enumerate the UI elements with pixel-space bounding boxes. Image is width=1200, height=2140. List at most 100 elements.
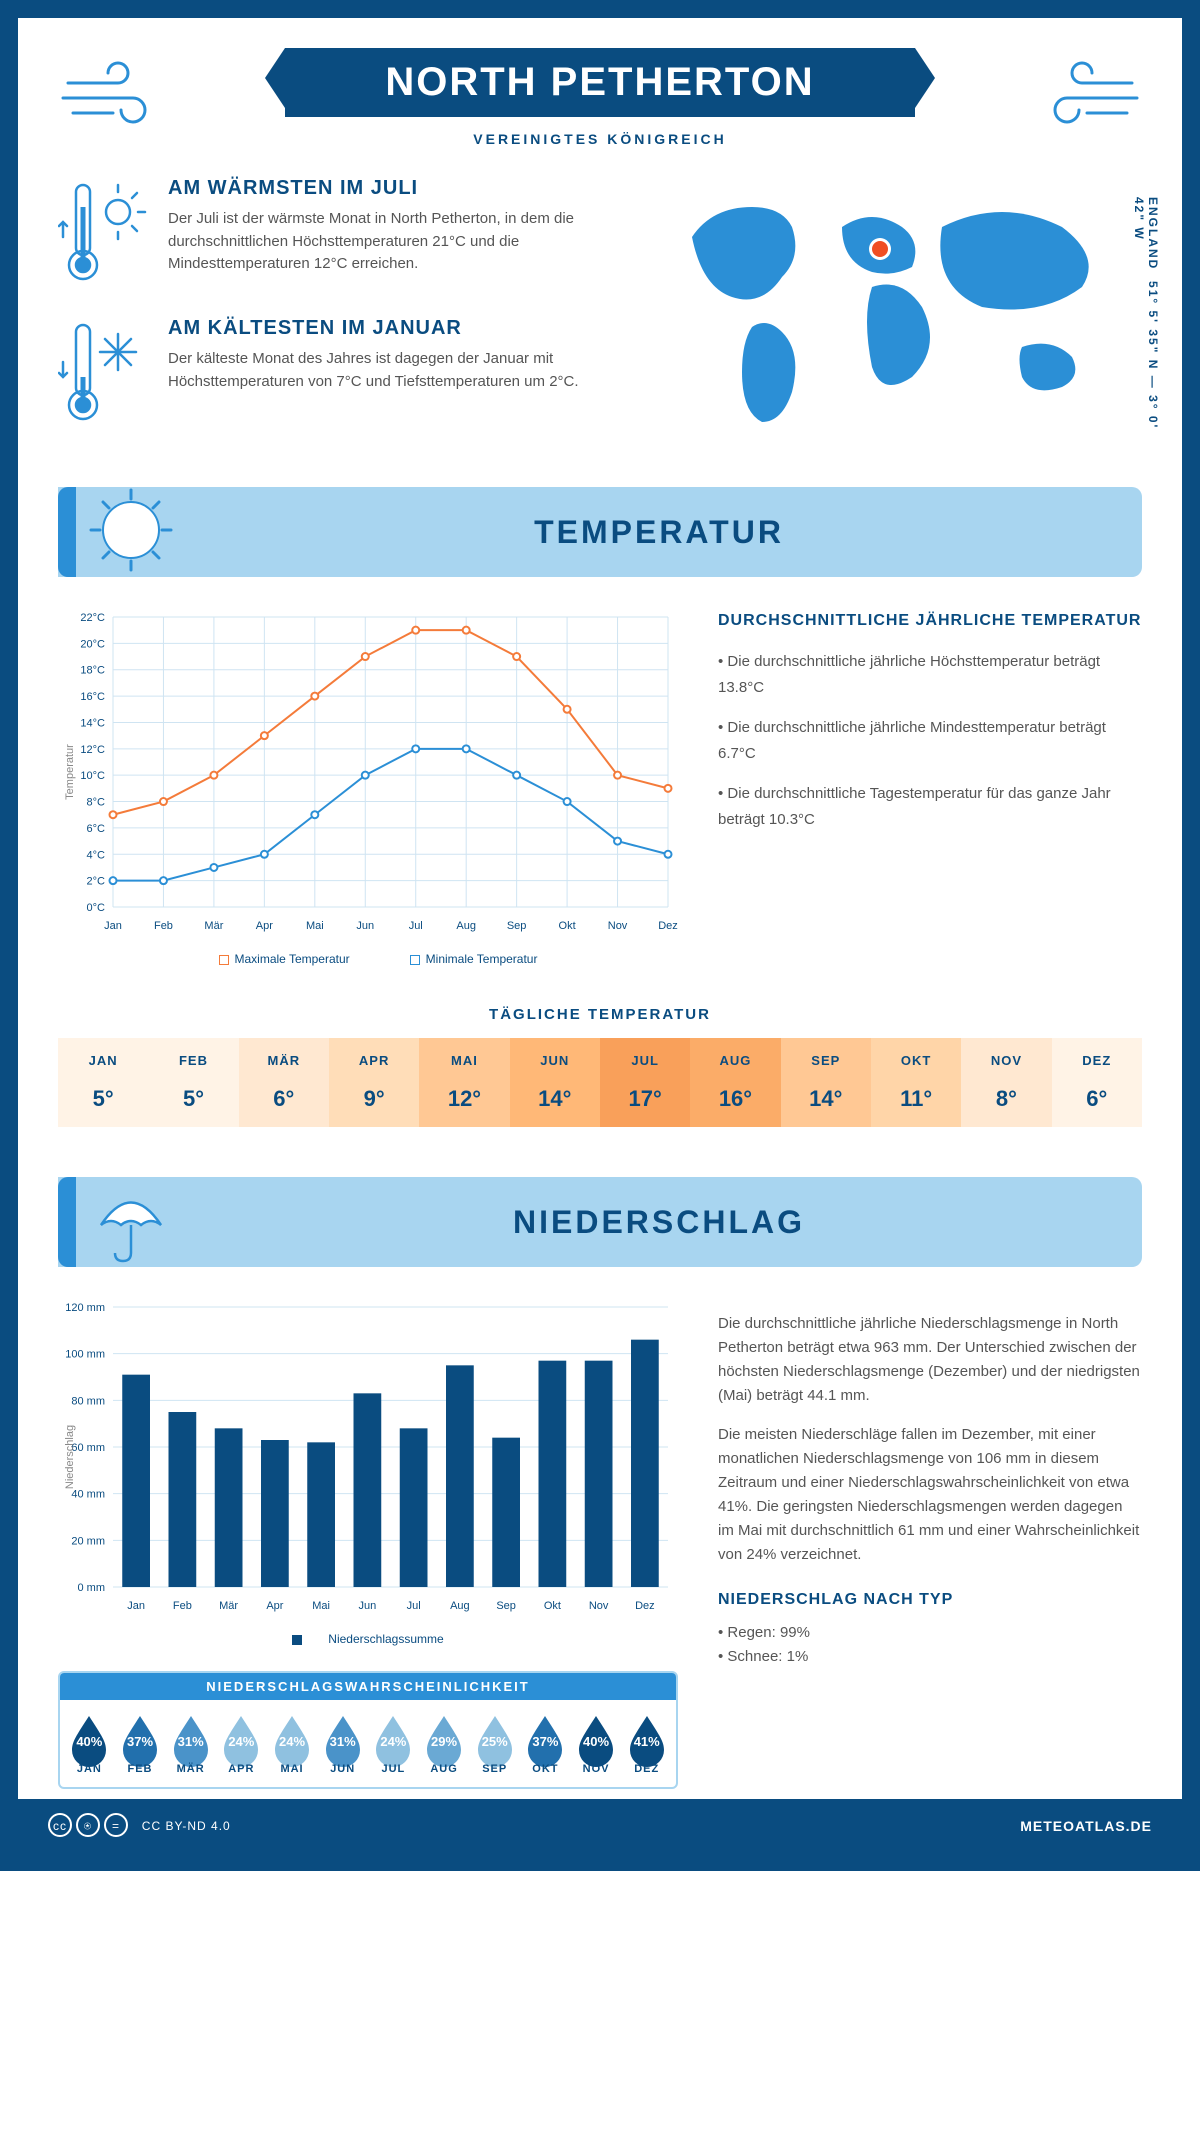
daily-cell: JUL17° [600,1038,690,1127]
world-map: ENGLAND 51° 5' 35" N — 3° 0' 42" W [662,177,1142,457]
daily-temp-title: TÄGLICHE TEMPERATUR [58,1006,1142,1023]
coldest-text: Der kälteste Monat des Jahres ist dagege… [168,348,632,393]
svg-text:10°C: 10°C [80,770,105,782]
daily-cell: AUG16° [690,1038,780,1127]
svg-text:22°C: 22°C [80,612,105,624]
svg-text:Okt: Okt [559,920,576,932]
warmest-text: Der Juli ist der wärmste Monat in North … [168,208,632,276]
temperature-section-header: TEMPERATUR [58,487,1142,577]
svg-text:0°C: 0°C [87,902,106,914]
daily-cell: APR9° [329,1038,419,1127]
coldest-title: AM KÄLTESTEN IM JANUAR [168,317,632,340]
site-name: METEOATLAS.DE [1020,1818,1152,1834]
svg-text:Sep: Sep [496,1600,516,1612]
summary-row: AM WÄRMSTEN IM JULI Der Juli ist der wär… [58,177,1142,457]
svg-text:Mär: Mär [204,920,223,932]
probability-drop: 24% JUL [370,1712,417,1775]
probability-drop: 37% OKT [522,1712,569,1775]
daily-cell: DEZ6° [1052,1038,1142,1127]
probability-drop: 37% FEB [117,1712,164,1775]
svg-text:Okt: Okt [544,1600,561,1612]
probability-drop: 40% JAN [66,1712,113,1775]
precip-para-2: Die meisten Niederschläge fallen im Deze… [718,1423,1142,1567]
wind-icon [58,53,168,138]
section-title: NIEDERSCHLAG [176,1204,1142,1241]
svg-text:Jan: Jan [127,1600,145,1612]
temp-bullets: • Die durchschnittliche jährliche Höchst… [718,649,1142,832]
svg-text:0 mm: 0 mm [78,1582,106,1594]
svg-text:12°C: 12°C [80,744,105,756]
daily-cell: SEP14° [781,1038,871,1127]
svg-text:Dez: Dez [635,1600,655,1612]
probability-drop: 41% DEZ [623,1712,670,1775]
thermometer-hot-icon [58,177,148,292]
section-title: TEMPERATUR [176,514,1142,551]
svg-text:20°C: 20°C [80,638,105,650]
temperature-chart: 0°C 2°C 4°C 6°C 8°C 10°C 12°C 14°C 16°C 18°C 20°C 2… [58,607,678,966]
coordinates: ENGLAND 51° 5' 35" N — 3° 0' 42" W [1132,197,1160,457]
coldest-block: AM KÄLTESTEN IM JANUAR Der kälteste Mona… [58,317,632,432]
svg-text:6°C: 6°C [87,823,106,835]
svg-text:Dez: Dez [658,920,678,932]
svg-text:Niederschlag: Niederschlag [64,1425,76,1489]
svg-text:Aug: Aug [450,1600,470,1612]
sun-icon [86,485,176,580]
svg-text:Apr: Apr [256,920,273,932]
svg-text:18°C: 18°C [80,665,105,677]
city-name: NORTH PETHERTON [385,60,814,105]
svg-text:Sep: Sep [507,920,527,932]
daily-cell: MAI12° [419,1038,509,1127]
title-ribbon: NORTH PETHERTON [285,48,914,117]
precip-para-1: Die durchschnittliche jährliche Niedersc… [718,1312,1142,1408]
svg-text:Nov: Nov [608,920,628,932]
probability-drop: 40% NOV [573,1712,620,1775]
svg-text:8°C: 8°C [87,797,106,809]
svg-text:Apr: Apr [266,1600,283,1612]
svg-text:20 mm: 20 mm [71,1535,105,1547]
svg-text:Mai: Mai [306,920,324,932]
probability-drop: 31% MÄR [167,1712,214,1775]
svg-text:120 mm: 120 mm [65,1302,105,1314]
warmest-block: AM WÄRMSTEN IM JULI Der Juli ist der wär… [58,177,632,292]
svg-text:2°C: 2°C [87,876,106,888]
daily-cell: NOV8° [961,1038,1051,1127]
svg-text:Jun: Jun [356,920,374,932]
prob-title: NIEDERSCHLAGSWAHRSCHEINLICHKEIT [60,1673,676,1700]
daily-cell: JAN5° [58,1038,148,1127]
precip-section-header: NIEDERSCHLAG [58,1177,1142,1267]
svg-text:80 mm: 80 mm [71,1395,105,1407]
wind-icon [1032,53,1142,138]
probability-drop: 25% SEP [471,1712,518,1775]
header: NORTH PETHERTON VEREINIGTES KÖNIGREICH [58,48,1142,147]
probability-drop: 29% AUG [421,1712,468,1775]
country-name: VEREINIGTES KÖNIGREICH [58,131,1142,147]
footer: cc⍟= CC BY-ND 4.0 METEOATLAS.DE [18,1799,1182,1853]
daily-cell: MÄR6° [239,1038,329,1127]
daily-cell: JUN14° [510,1038,600,1127]
svg-text:Temperatur: Temperatur [64,744,76,800]
precip-chart: 0 mm20 mm40 mm60 mm80 mm100 mm120 mmJanF… [58,1297,678,1646]
license-text: CC BY-ND 4.0 [142,1815,231,1839]
svg-text:Feb: Feb [173,1600,192,1612]
svg-text:4°C: 4°C [87,849,106,861]
daily-cell: OKT11° [871,1038,961,1127]
svg-text:Aug: Aug [456,920,476,932]
temperature-legend: Maximale TemperaturMinimale Temperatur [58,952,678,966]
svg-text:40 mm: 40 mm [71,1489,105,1501]
svg-text:60 mm: 60 mm [71,1442,105,1454]
svg-text:16°C: 16°C [80,691,105,703]
precip-type-title: NIEDERSCHLAG NACH TYP [718,1587,1142,1613]
daily-cell: FEB5° [148,1038,238,1127]
svg-text:Feb: Feb [154,920,173,932]
license-icons: cc⍟= CC BY-ND 4.0 [48,1813,235,1839]
svg-text:Jul: Jul [407,1600,421,1612]
precip-type-bullets: • Regen: 99%• Schnee: 1% [718,1621,1142,1669]
infographic-frame: NORTH PETHERTON VEREINIGTES KÖNIGREICH A… [0,0,1200,1871]
svg-text:Nov: Nov [589,1600,609,1612]
svg-text:14°C: 14°C [80,717,105,729]
probability-drop: 24% MAI [269,1712,316,1775]
svg-text:Jun: Jun [359,1600,377,1612]
thermometer-cold-icon [58,317,148,432]
svg-text:Mär: Mär [219,1600,238,1612]
probability-drop: 31% JUN [319,1712,366,1775]
